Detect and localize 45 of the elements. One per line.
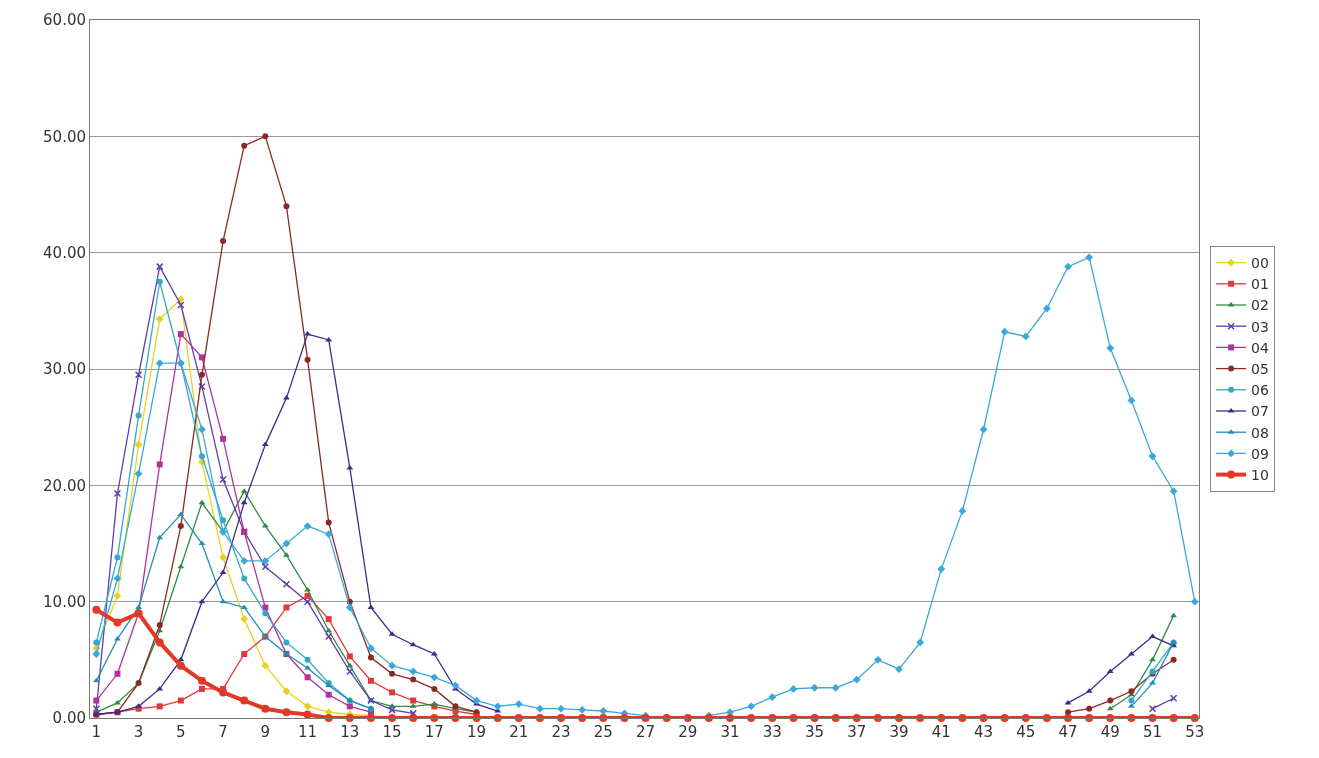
y-tick-label: 30.00 [43,360,86,379]
x-tick-label: 9 [260,723,271,741]
x-tick-label: 53 [1185,723,1205,741]
x-tick-label: 17 [424,723,444,741]
x-tick-label: 37 [847,723,867,741]
x-tick-label: 3 [133,723,144,741]
y-tick-label: 0.00 [52,709,86,728]
x-tick-label: 51 [1142,723,1163,741]
y-tick-label: 10.00 [43,592,86,611]
x-tick-label: 39 [889,723,909,741]
legend-label: 04 [1251,339,1269,356]
x-tick-label: 45 [1016,723,1036,741]
legend-label: 05 [1251,361,1269,378]
legend-label: 00 [1251,255,1269,272]
x-tick-label: 21 [509,723,529,741]
y-tick-label: 20.00 [43,476,86,495]
x-tick-label: 13 [340,723,360,741]
x-tick-label: 29 [678,723,698,741]
x-tick-label: 1 [91,723,102,741]
x-tick-label: 25 [593,723,613,741]
legend-label: 03 [1251,318,1269,335]
x-tick-label: 43 [973,723,994,741]
x-tick-label: 27 [636,723,656,741]
x-tick-label: 41 [931,723,951,741]
x-tick-label: 7 [218,723,228,741]
x-tick-label: 33 [762,723,782,741]
x-tick-label: 19 [467,723,487,741]
legend-label: 09 [1251,445,1269,462]
y-tick-label: 50.00 [43,127,86,146]
x-tick-label: 11 [298,723,318,741]
y-tick-label: 40.00 [43,243,86,262]
legend-label: 02 [1251,297,1269,314]
x-tick-label: 5 [176,723,186,741]
x-tick-label: 23 [551,723,571,741]
x-tick-label: 47 [1058,723,1078,741]
x-tick-label: 49 [1100,723,1120,741]
legend-label: 07 [1251,403,1269,420]
legend-label: 01 [1251,276,1269,293]
legend-label: 06 [1251,382,1269,399]
x-tick-label: 31 [720,723,740,741]
legend-label: 10 [1251,467,1269,484]
x-tick-label: 15 [382,723,402,741]
y-tick-label: 60.00 [43,11,86,30]
x-tick-label: 35 [805,723,825,741]
legend-label: 08 [1251,424,1269,441]
